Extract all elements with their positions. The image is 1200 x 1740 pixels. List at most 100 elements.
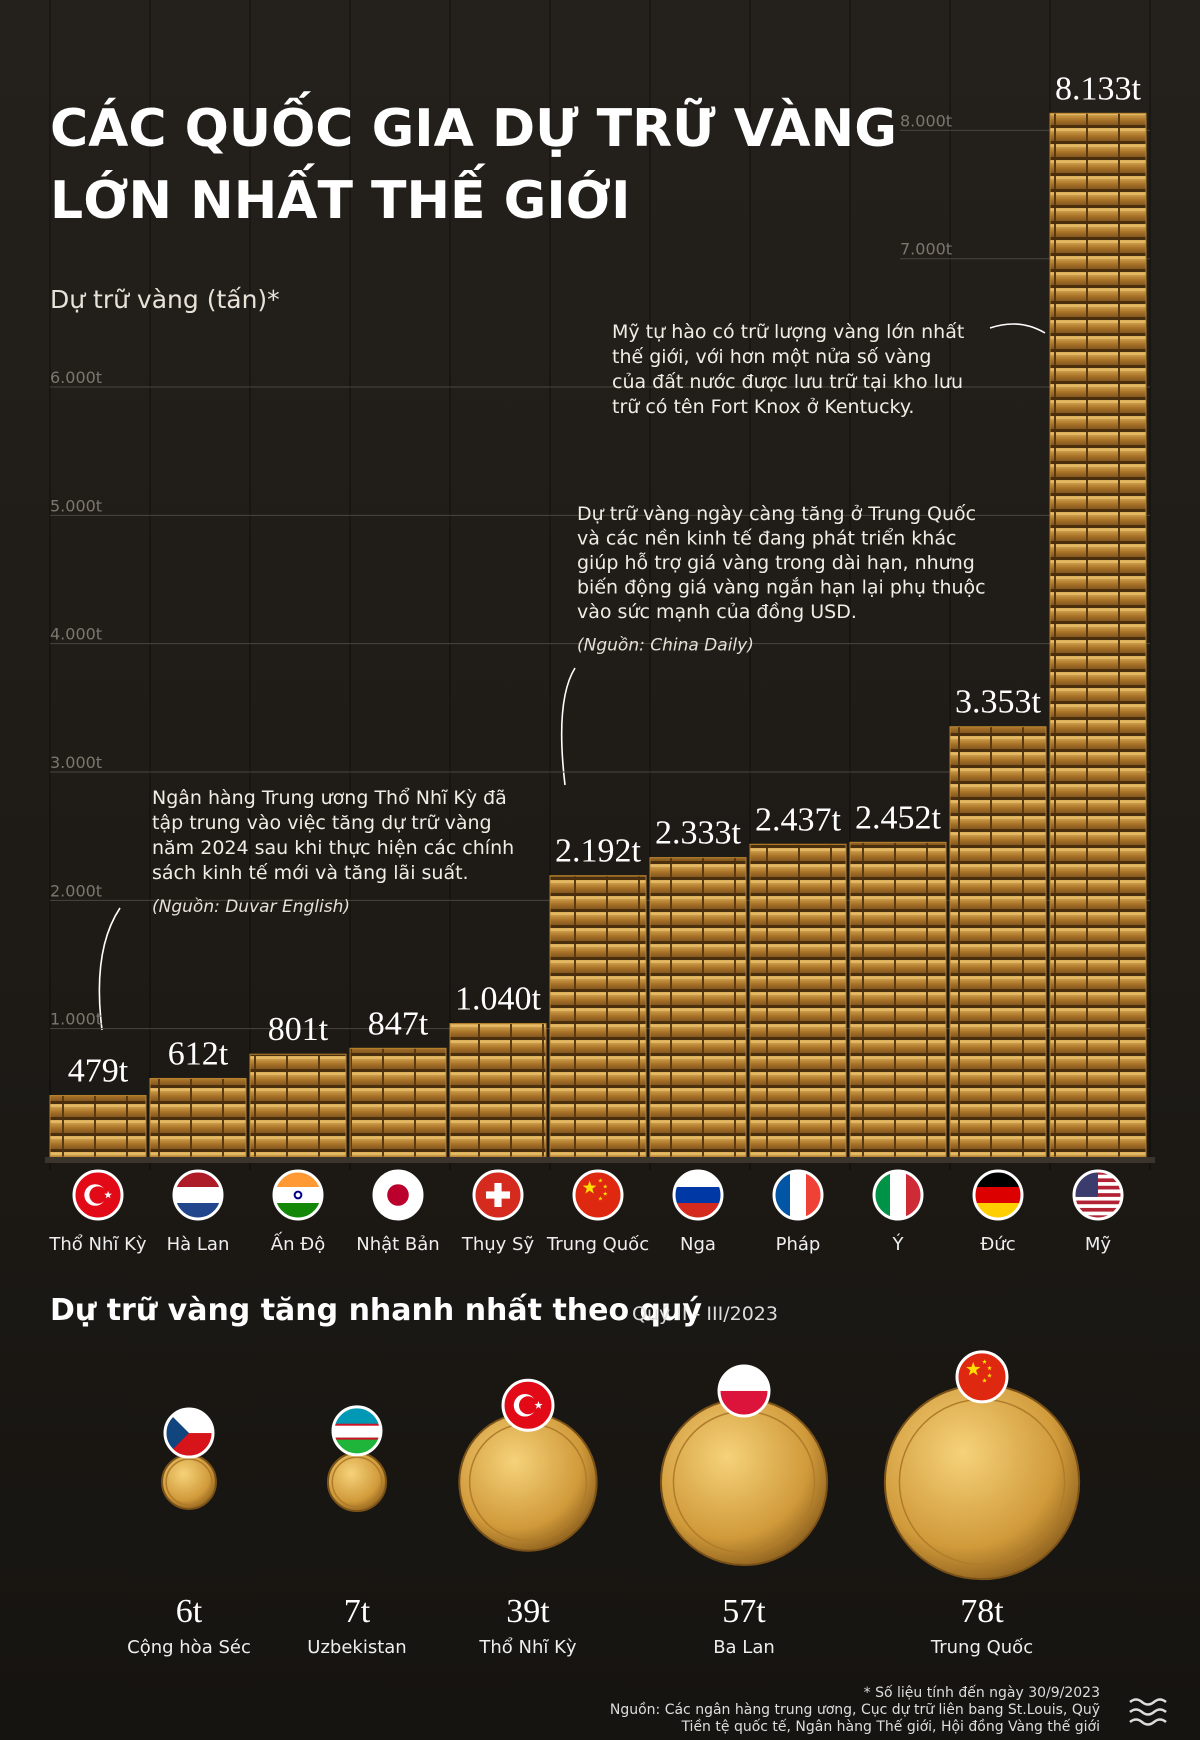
flag-star [966, 1361, 981, 1376]
annotation-source: (Nguồn: China Daily) [577, 635, 754, 656]
annotation-source: (Nguồn: Duvar English) [152, 896, 350, 917]
flag-star [602, 1191, 608, 1196]
value-label: 7t [344, 1593, 371, 1630]
x-tick-label: Mỹ [1085, 1234, 1112, 1255]
footnote: * Số liệu tính đến ngày 30/9/2023 [864, 1684, 1100, 1701]
triangle [165, 1409, 189, 1458]
flag-star [987, 1365, 992, 1371]
value-label: 8.133t [1055, 70, 1142, 107]
arrow [989, 323, 1046, 334]
coin [883, 1383, 1081, 1581]
flag-band [1074, 1204, 1122, 1209]
flag-border [472, 1169, 524, 1221]
flag-star [598, 1178, 603, 1183]
value-label: 2.192t [555, 833, 642, 870]
section-title: Dự trữ vàng tăng nhanh nhất theo quý [50, 1293, 702, 1328]
bar [849, 841, 947, 1158]
annotation: của đất nước được lưu trữ tại kho lưu [612, 371, 963, 393]
flag-star [104, 1190, 112, 1199]
coin-rim [165, 1458, 213, 1506]
annotation: giúp hỗ trợ giá vàng trong dài hạn, nhưn… [577, 551, 975, 574]
category-label: Cộng hòa Séc [127, 1637, 251, 1658]
bar [649, 857, 747, 1158]
flag-border [872, 1169, 924, 1221]
x-tick-label: Ý [892, 1233, 905, 1255]
x-tick-label: Pháp [776, 1234, 821, 1255]
x-tick-label: Ấn Độ [271, 1231, 325, 1255]
flag [1074, 1171, 1122, 1219]
band [333, 1424, 381, 1438]
arrow [98, 907, 121, 1031]
annotation: trữ có tên Fort Knox ở Kentucky. [612, 396, 914, 418]
y-axis-label: Dự trữ vàng (tấn)* [50, 285, 280, 314]
band [333, 1423, 381, 1426]
y-tick-label: 1.000t [50, 1010, 102, 1029]
annotation: thế giới, với hơn một nửa số vàng [612, 346, 931, 368]
flag-band [1074, 1207, 1122, 1213]
flag-border [672, 1169, 724, 1221]
flag-band [974, 1187, 1022, 1204]
flag-band [274, 1187, 322, 1204]
coin [458, 1412, 598, 1552]
flag-band [174, 1187, 222, 1204]
sun [387, 1184, 409, 1206]
flag-star [582, 1180, 597, 1194]
bar [949, 726, 1047, 1158]
x-tick-label: Nga [680, 1234, 716, 1255]
y-tick-label: 7.000t [900, 240, 952, 259]
annotation: vào sức mạnh của đồng USD. [577, 601, 857, 623]
y-tick-label: 3.000t [50, 753, 102, 772]
x-tick-label: Thụy Sỹ [461, 1234, 535, 1255]
annotation: Ngân hàng Trung ương Thổ Nhĩ Kỳ đã [152, 787, 507, 809]
coin [326, 1451, 388, 1513]
source: Tiền tệ quốc tế, Ngân hàng Thế giới, Hội… [680, 1718, 1100, 1735]
flag-border [772, 1169, 824, 1221]
category-label: Thổ Nhĩ Kỳ [478, 1637, 577, 1658]
flag-border [372, 1169, 424, 1221]
band [333, 1437, 381, 1440]
value-label: 6t [176, 1593, 203, 1630]
category-label: Ba Lan [713, 1637, 775, 1658]
value-label: 57t [722, 1593, 766, 1630]
flag-border [717, 1364, 771, 1418]
flag-band [1074, 1196, 1122, 1202]
flag-border [163, 1407, 215, 1459]
source: Nguồn: Các ngân hàng trung ương, Cục dự … [610, 1701, 1100, 1718]
coin [659, 1397, 829, 1567]
annotation: biến động giá vàng ngắn hạn lại phụ thuộ… [577, 576, 986, 599]
flag-border [1072, 1169, 1124, 1221]
flag-band [674, 1187, 722, 1204]
value-label: 612t [168, 1035, 229, 1072]
bar [1049, 112, 1147, 1158]
y-tick-label: 4.000t [50, 625, 102, 644]
bar [49, 1095, 147, 1158]
value-label: 479t [68, 1053, 129, 1090]
category-label: Trung Quốc [930, 1637, 1033, 1658]
flag-band [890, 1171, 907, 1219]
coin [161, 1454, 217, 1510]
y-tick-label: 2.000t [50, 881, 102, 900]
category-label: Uzbekistan [307, 1637, 406, 1658]
x-tick-label: Hà Lan [167, 1234, 230, 1255]
annotation: và các nền kinh tế đang phát triển khác [577, 528, 956, 550]
flag-star [987, 1373, 992, 1378]
bubble-chart: 6t Cộng hòa Séc 7t Uzbekistan 39t Thổ Nhĩ Kỳ 5… [127, 1350, 1081, 1658]
flag-band [1074, 1211, 1122, 1216]
y-tick-label: 5.000t [50, 496, 102, 515]
section-subtitle: Quý II - III/2023 [632, 1303, 778, 1325]
annotation-arrows [98, 323, 1046, 1031]
value-label: 78t [960, 1593, 1004, 1630]
x-tick-label: Trung Quốc [546, 1234, 649, 1255]
flag-band [1074, 1200, 1122, 1205]
flag-band [790, 1171, 807, 1219]
x-tick-label: Đức [980, 1234, 1015, 1255]
annotation: sách kinh tế mới và tăng lãi suất. [152, 862, 469, 884]
annotation: Dự trữ vàng ngày càng tăng ở Trung Quốc [577, 503, 976, 525]
bar [549, 875, 647, 1158]
flag-border [972, 1169, 1024, 1221]
flag-border [331, 1405, 383, 1457]
flag-star [982, 1378, 987, 1383]
bar [349, 1047, 447, 1158]
flag-star [982, 1359, 987, 1364]
